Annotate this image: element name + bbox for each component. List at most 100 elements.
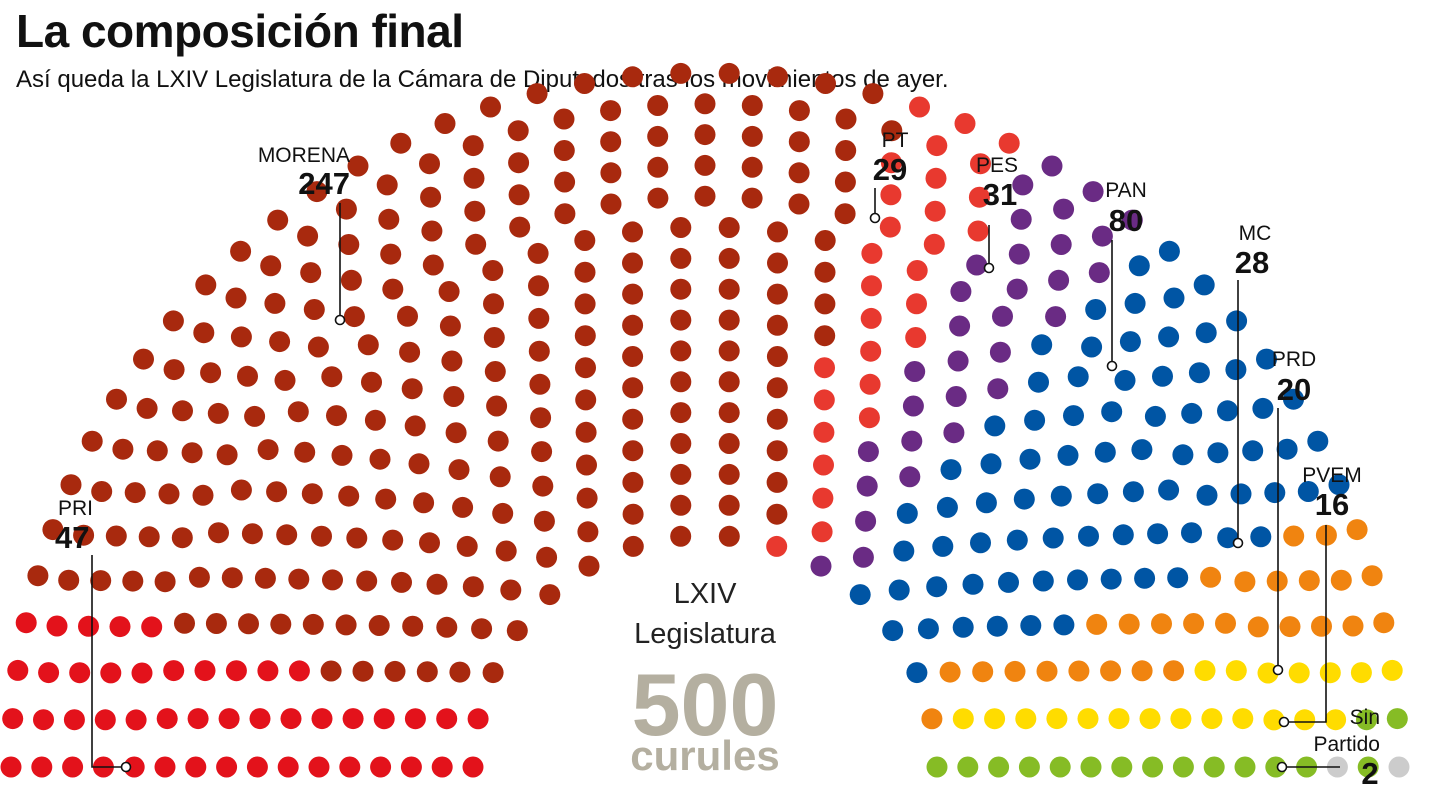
seat-pri <box>187 708 209 730</box>
seat-morena <box>554 203 576 225</box>
seat-prd <box>1201 708 1223 730</box>
seat-mc <box>1086 613 1108 635</box>
seat-pan <box>888 579 910 601</box>
seat-pan <box>1163 287 1185 309</box>
seat-prd <box>984 708 1006 730</box>
seat-morena <box>574 261 596 283</box>
seat-morena <box>766 283 788 305</box>
seat-morena <box>380 243 402 265</box>
seat-pan <box>1158 240 1180 262</box>
seat-morena <box>788 131 810 153</box>
seat-morena <box>718 309 740 331</box>
seat-morena <box>133 348 154 370</box>
seat-pan <box>1128 255 1150 277</box>
seat-morena <box>500 579 522 601</box>
seat-pan <box>896 502 918 524</box>
seat-pt <box>859 373 881 395</box>
seat-prd <box>1015 708 1037 730</box>
seat-pvem <box>1018 756 1040 778</box>
seat-mc <box>1279 616 1301 638</box>
seat-morena <box>718 217 740 238</box>
seat-morena <box>419 153 440 175</box>
seat-mc <box>1036 660 1058 682</box>
seat-morena <box>482 662 504 684</box>
seat-pan <box>1256 348 1277 370</box>
seat-mc <box>1330 569 1352 591</box>
seat-morena <box>402 615 424 637</box>
seat-morena <box>487 430 509 452</box>
seat-morena <box>741 125 763 147</box>
seat-pri <box>33 709 54 731</box>
seat-morena <box>574 73 595 94</box>
seat-morena <box>718 340 740 362</box>
seat-morena <box>376 174 398 196</box>
seat-pt <box>861 275 882 297</box>
seat-pt <box>860 340 882 362</box>
party-name-sin-partido-line1: Sin <box>1350 706 1380 729</box>
seat-morena <box>438 281 460 302</box>
seat-pan <box>1217 400 1238 422</box>
seat-pt <box>925 167 947 189</box>
seat-mc <box>1373 612 1395 634</box>
seat-morena <box>441 350 463 372</box>
seat-morena <box>527 242 549 264</box>
seat-pri <box>288 660 310 682</box>
seat-morena <box>399 341 421 363</box>
seat-morena <box>622 377 644 399</box>
seat-morena <box>508 152 530 174</box>
seat-morena <box>207 402 229 424</box>
seat-pan <box>893 540 915 562</box>
seat-morena <box>575 389 597 411</box>
seat-prd <box>1139 708 1161 730</box>
seat-pt <box>860 307 882 329</box>
seat-morena <box>600 162 622 184</box>
seat-pri <box>2 708 24 730</box>
seat-morena <box>436 616 458 638</box>
seat-pan <box>962 573 984 595</box>
seat-pt <box>998 132 1020 154</box>
seat-mc <box>1311 615 1332 637</box>
seat-morena <box>694 154 716 176</box>
seat-morena <box>422 254 444 276</box>
seat-pri <box>131 662 153 684</box>
seat-pan <box>980 453 1002 475</box>
seat-prd <box>1077 708 1099 730</box>
seat-pri <box>218 708 240 730</box>
seat-morena <box>718 371 740 393</box>
seat-pri <box>404 708 426 730</box>
seat-morena <box>766 503 788 525</box>
seat-morena <box>574 293 596 315</box>
seat-morena <box>301 483 323 505</box>
seat-pes <box>1041 155 1063 177</box>
seat-morena <box>881 120 903 142</box>
seat-morena <box>622 503 644 525</box>
leader-dot-pan <box>1106 360 1118 372</box>
seat-morena <box>276 524 298 546</box>
seat-pan <box>932 535 954 557</box>
seat-pan <box>1188 362 1210 384</box>
seat-pan <box>906 662 928 684</box>
seat-morena <box>264 292 286 314</box>
seat-pvem <box>1386 708 1408 730</box>
seat-prd <box>1319 662 1341 684</box>
chart-subtitle: Así queda la LXIV Legislatura de la Cáma… <box>16 66 949 93</box>
seat-morena <box>530 407 552 429</box>
party-name-pt: PT <box>882 129 909 152</box>
seat-morena <box>106 388 127 410</box>
seat-morena <box>718 494 740 516</box>
seat-pri <box>154 756 176 778</box>
seat-morena <box>452 496 474 518</box>
seat-morena <box>622 283 644 305</box>
seat-pes <box>902 395 924 417</box>
party-seats-pan: 80 <box>1109 203 1143 238</box>
seat-morena <box>788 193 810 215</box>
seat-morena <box>58 569 80 591</box>
seat-morena <box>404 415 426 437</box>
seat-morena <box>788 100 810 122</box>
seat-morena <box>163 359 185 381</box>
seat-pes <box>949 315 971 337</box>
seat-pri <box>7 659 29 681</box>
seat-pan <box>1050 485 1072 507</box>
seat-morena <box>694 124 716 146</box>
seat-pan <box>1067 366 1089 388</box>
